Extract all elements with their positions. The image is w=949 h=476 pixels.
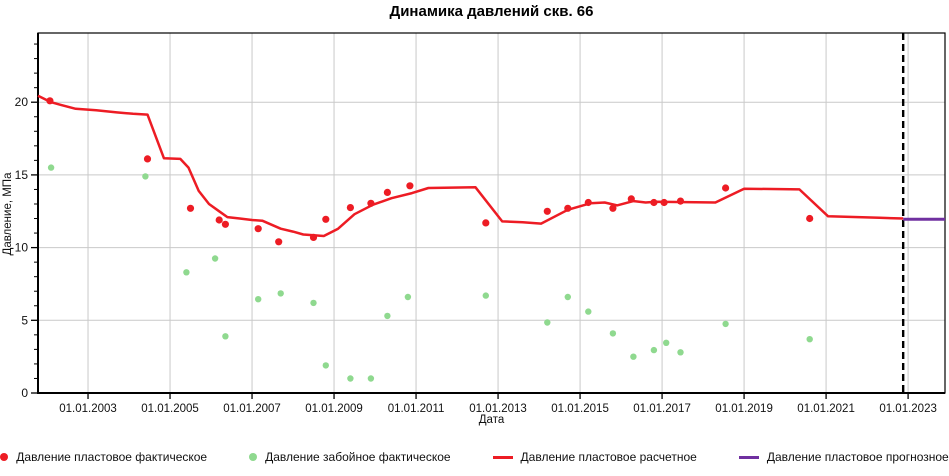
data-point-zaboy-fact [630,353,637,360]
data-point-plast-fact [254,225,262,233]
chart-title: Динамика давлений скв. 66 [389,3,594,20]
data-point-zaboy-fact [564,293,571,301]
data-point-plast-fact [215,216,223,224]
legend-label: Давление пластовое расчетное [520,450,697,464]
data-point-zaboy-fact [47,164,55,171]
y-tick-label: 20 [15,95,29,109]
legend-item-plast-forecast[interactable]: Давление пластовое прогнозное [738,450,949,464]
data-point-plast-fact [722,184,730,192]
data-point-zaboy-fact [310,299,317,307]
data-point-zaboy-fact [183,269,190,276]
data-point-zaboy-fact [384,312,391,320]
x-tick-label: 01.01.2015 [551,403,609,415]
legend-dot-icon [249,453,258,461]
data-point-zaboy-fact [211,255,219,262]
data-point-zaboy-fact [806,336,813,343]
data-point-plast-fact [660,198,668,207]
data-point-zaboy-fact [722,320,729,328]
data-point-plast-fact [543,207,551,215]
data-point-zaboy-fact [482,292,489,299]
data-point-plast-fact [367,199,375,207]
data-point-plast-fact [609,204,617,212]
data-point-plast-fact [309,233,318,241]
x-tick-label: 01.01.2019 [715,403,773,415]
data-point-plast-fact [275,238,283,246]
legend-label: Давление забойное фактическое [265,450,451,464]
x-tick-label: 01.01.2007 [223,403,281,415]
data-point-plast-fact [564,204,572,212]
data-point-plast-fact [650,198,658,207]
x-tick-label: 01.01.2021 [797,403,855,415]
data-point-plast-fact [482,219,490,227]
chart-legend: Давление пластовое фактическое Давление з… [0,450,949,464]
y-axis-title: Давление, МПа [2,172,14,256]
data-point-zaboy-fact [650,346,658,354]
data-point-plast-fact [46,97,54,105]
x-tick-label: 01.01.2009 [305,403,363,415]
data-point-plast-fact [221,220,229,228]
legend-line-icon [738,455,759,459]
legend-item-zaboy-fact[interactable]: Давление забойное фактическое [249,450,451,464]
data-point-plast-fact [383,188,391,196]
y-tick-label: 15 [15,168,29,182]
legend-label: Давление пластовое фактическое [16,450,208,464]
data-point-zaboy-fact [322,362,329,369]
data-point-zaboy-fact [222,333,229,340]
legend-label: Давление пластовое прогнозное [766,450,949,464]
data-point-zaboy-fact [663,339,670,346]
data-point-zaboy-fact [677,349,684,356]
data-point-zaboy-fact [367,375,375,382]
legend-dot-icon [0,453,9,461]
data-point-zaboy-fact [347,375,354,382]
y-tick-label: 5 [21,313,28,327]
data-point-plast-fact [584,198,592,207]
legend-item-plast-fact[interactable]: Давление пластовое фактическое [0,450,207,464]
data-point-zaboy-fact [277,290,284,297]
data-point-zaboy-fact [585,308,592,315]
legend-line-icon [492,455,513,459]
data-point-zaboy-fact [404,293,412,301]
data-point-plast-fact [186,204,195,212]
x-tick-label: 01.01.2017 [633,403,691,415]
data-point-plast-fact [346,204,354,212]
data-point-plast-fact [322,215,330,223]
y-tick-label: 0 [21,386,28,400]
data-point-plast-fact [806,214,814,223]
data-point-zaboy-fact [544,319,551,326]
data-point-plast-fact [406,182,414,190]
x-tick-label: 01.01.2005 [141,403,199,415]
x-axis-title: Дата [478,414,505,426]
x-tick-label: 01.01.2011 [388,403,445,415]
y-tick-label: 10 [15,241,29,255]
legend-item-plast-calc[interactable]: Давление пластовое расчетное [492,450,697,464]
x-tick-label: 01.01.2013 [469,403,527,415]
data-point-plast-fact [627,195,635,203]
series-line-plast-calc [37,94,904,238]
data-point-zaboy-fact [609,330,617,337]
x-tick-label: 01.01.2003 [59,403,117,415]
data-point-zaboy-fact [142,173,149,180]
data-point-plast-fact [676,197,685,205]
data-point-plast-fact [143,155,152,163]
data-point-zaboy-fact [255,296,262,303]
x-tick-label: 01.01.2023 [879,403,937,415]
plot-area[interactable]: 0 5 10 15 20 01.01.2003 01.01.2005 01.01.2007 01… [0,0,949,446]
